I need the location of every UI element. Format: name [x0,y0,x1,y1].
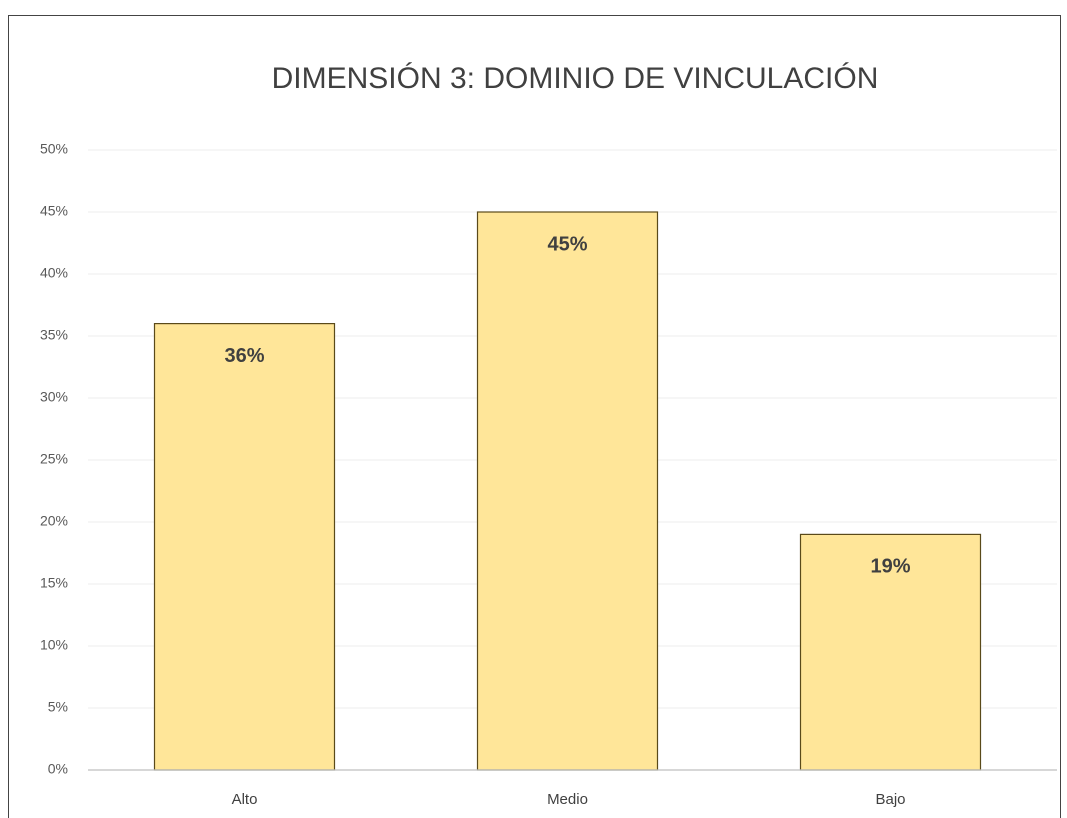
y-tick-label: 30% [40,389,68,405]
y-tick-label: 35% [40,327,68,343]
bar [153,323,336,771]
x-tick-label: Bajo [875,791,905,808]
x-tick-label: Alto [232,791,258,808]
y-tick-label: 15% [40,575,68,591]
y-tick-label: 5% [48,699,68,715]
x-tick-label: Medio [547,791,588,808]
y-tick-label: 45% [40,203,68,219]
chart-title: DIMENSIÓN 3: DOMINIO DE VINCULACIÓN [272,62,879,95]
data-label: 36% [224,345,264,367]
y-tick-label: 20% [40,513,68,529]
y-tick-label: 25% [40,451,68,467]
bar [799,533,982,771]
data-label: 45% [547,233,587,255]
y-tick-label: 50% [40,141,68,157]
y-tick-label: 10% [40,637,68,653]
y-tick-label: 40% [40,265,68,281]
data-label: 19% [870,556,910,578]
bar [476,211,659,771]
y-tick-label: 0% [48,761,68,777]
